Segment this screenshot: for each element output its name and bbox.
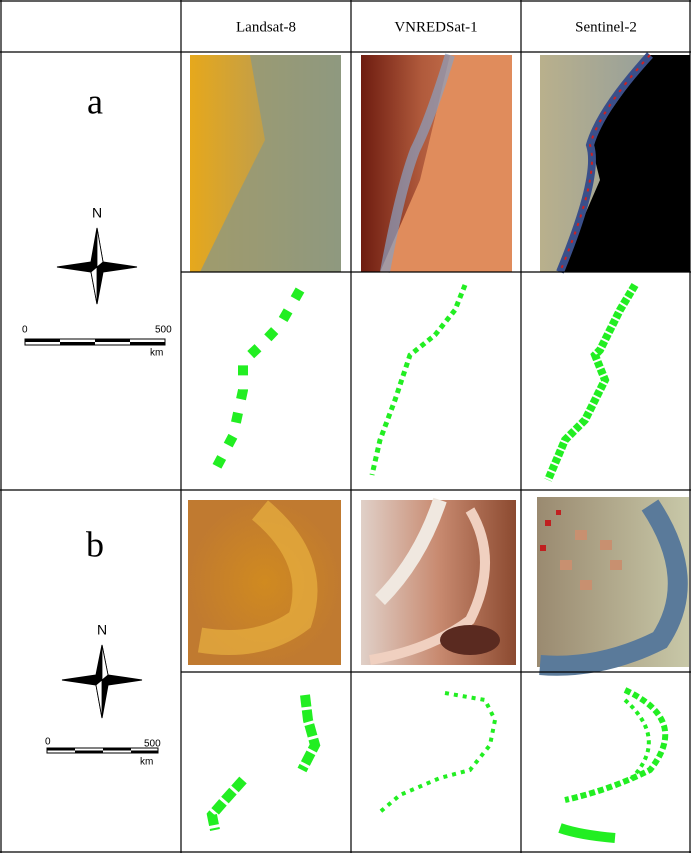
scale-unit: km: [140, 757, 153, 768]
scale-start: 0: [45, 737, 51, 748]
row-label: a: [87, 81, 103, 121]
satellite-images-b: [188, 497, 689, 667]
column-header: Landsat-8: [236, 19, 296, 35]
compass-b: [47, 645, 158, 753]
column-header: VNREDSat-1: [394, 19, 477, 35]
scale-unit: km: [150, 348, 163, 359]
figure: Landsat-8 VNREDSat-1 Sentinel-2 a N 0 50…: [0, 0, 691, 853]
scale-end: 500: [155, 325, 172, 336]
compass-a: [25, 228, 165, 345]
scale-end: 500: [144, 739, 161, 750]
scale-start: 0: [22, 325, 28, 336]
satellite-images-a: [190, 55, 690, 272]
north-label: N: [97, 622, 107, 638]
row-label: b: [86, 524, 104, 564]
column-header: Sentinel-2: [575, 19, 637, 35]
north-label: N: [92, 205, 102, 221]
